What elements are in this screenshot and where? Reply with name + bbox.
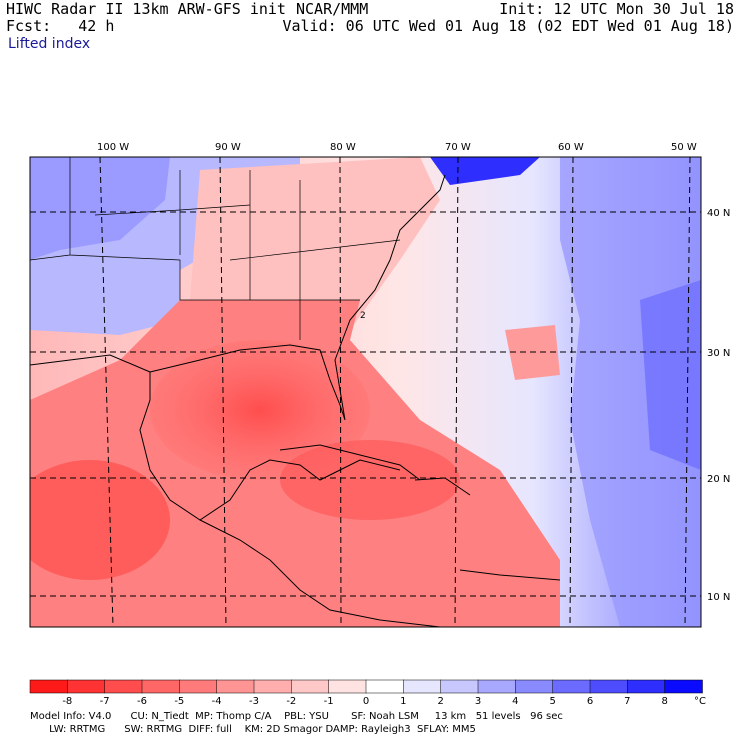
colorbar-swatch: [179, 679, 218, 694]
colorbar-swatch: [440, 679, 479, 694]
colorbar-swatch: [477, 679, 517, 694]
colorbar-tick-label: 5: [549, 696, 555, 707]
colorbar-tick-label: 0: [363, 696, 369, 707]
colorbar-swatch: [291, 679, 330, 694]
lat-label-10n: 10 N: [707, 592, 730, 603]
colorbar-tick-label: -6: [137, 696, 147, 707]
forecast-hour: Fcst: 42 h: [6, 17, 115, 35]
cuba-coast: [279, 444, 421, 481]
map-frame: [29, 156, 702, 628]
colorbar-tick-label: -5: [174, 696, 184, 707]
lon-label-50w: 50 W: [671, 142, 697, 153]
colorbar: [29, 679, 703, 694]
lon-label-70w: 70 W: [445, 142, 471, 153]
colorbar-swatch: [365, 679, 405, 694]
colorbar-swatch: [141, 679, 181, 694]
central-america-coast: [199, 519, 441, 627]
colorbar-tick-label: -1: [324, 696, 334, 707]
lon-label-60w: 60 W: [558, 142, 584, 153]
lon-label-80w: 80 W: [330, 142, 356, 153]
stable-region-atlantic: [560, 157, 701, 627]
colorbar-swatch: [253, 679, 293, 694]
colorbar-swatch: [67, 679, 106, 694]
model-info-line1: Model Info: V4.0 CU: N_Tiedt MP: Thomp C…: [30, 711, 563, 722]
graticule: [30, 157, 701, 627]
state-boundaries: [30, 157, 401, 340]
caribbean-max-instability: [280, 440, 460, 520]
product-title: HIWC Radar II 13km ARW-GFS init: [6, 0, 286, 18]
contour-label: 2: [360, 311, 366, 321]
lat-label-40n: 40 N: [707, 208, 730, 219]
colorbar-swatch: [627, 679, 666, 694]
colorbar-tick-label: -4: [212, 696, 222, 707]
colorbar-swatch: [104, 679, 143, 694]
colorbar-tick-label: 6: [587, 696, 593, 707]
model-source: NCAR/MMM: [296, 0, 369, 18]
colorbar-swatch: [328, 679, 367, 694]
colorbar-labels: -8 -7 -6 -5 -4 -3 -2 -1 0 1 2 3 4 5 6 7 8: [62, 696, 668, 707]
lat-label-20n: 20 N: [707, 474, 730, 485]
valid-time: Valid: 06 UTC Wed 01 Aug 18 (02 EDT Wed …: [282, 17, 734, 35]
map-field: 2: [30, 157, 701, 627]
colorbar-swatch: [515, 679, 554, 694]
latitude-labels: 40 N 30 N 20 N 10 N: [707, 208, 730, 603]
init-time: Init: 12 UTC Mon 30 Jul 18: [499, 0, 734, 18]
colorbar-tick-label: -8: [62, 696, 72, 707]
colorbar-tick-label: 8: [661, 696, 667, 707]
stable-core-northwest: [30, 157, 170, 260]
colorbar-swatch: [664, 679, 703, 694]
colorbar-tick-label: 1: [400, 696, 406, 707]
gulf-max-instability: [150, 340, 370, 480]
colorbar-swatch: [29, 679, 69, 694]
colorbar-tick-label: 7: [624, 696, 630, 707]
colorbar-unit: °C: [694, 696, 706, 707]
colorbar-swatch: [552, 679, 591, 694]
colorbar-swatch: [216, 679, 255, 694]
colorbar-tick-label: 4: [512, 696, 518, 707]
unstable-region-east-us: [190, 157, 440, 330]
stable-core-east: [640, 280, 701, 470]
field-name: Lifted index: [8, 36, 91, 52]
longitude-labels: 100 W 90 W 80 W 70 W 60 W 50 W: [97, 142, 697, 153]
lon-label-90w: 90 W: [215, 142, 241, 153]
south-america-coast: [459, 569, 561, 581]
lat-label-30n: 30 N: [707, 348, 730, 359]
colorbar-tick-label: 2: [437, 696, 443, 707]
model-info-line2: LW: RRTMG SW: RRTMG DIFF: full KM: 2D Sm…: [30, 724, 476, 735]
colorbar-tick-label: -3: [249, 696, 259, 707]
colorbar-swatch: [589, 679, 629, 694]
colorbar-tick-label: -2: [286, 696, 296, 707]
lon-label-100w: 100 W: [97, 142, 129, 153]
colorbar-tick-label: -7: [100, 696, 110, 707]
colorbar-tick-label: 3: [475, 696, 481, 707]
pacific-instability: [30, 460, 170, 580]
colorbar-swatch: [403, 679, 442, 694]
